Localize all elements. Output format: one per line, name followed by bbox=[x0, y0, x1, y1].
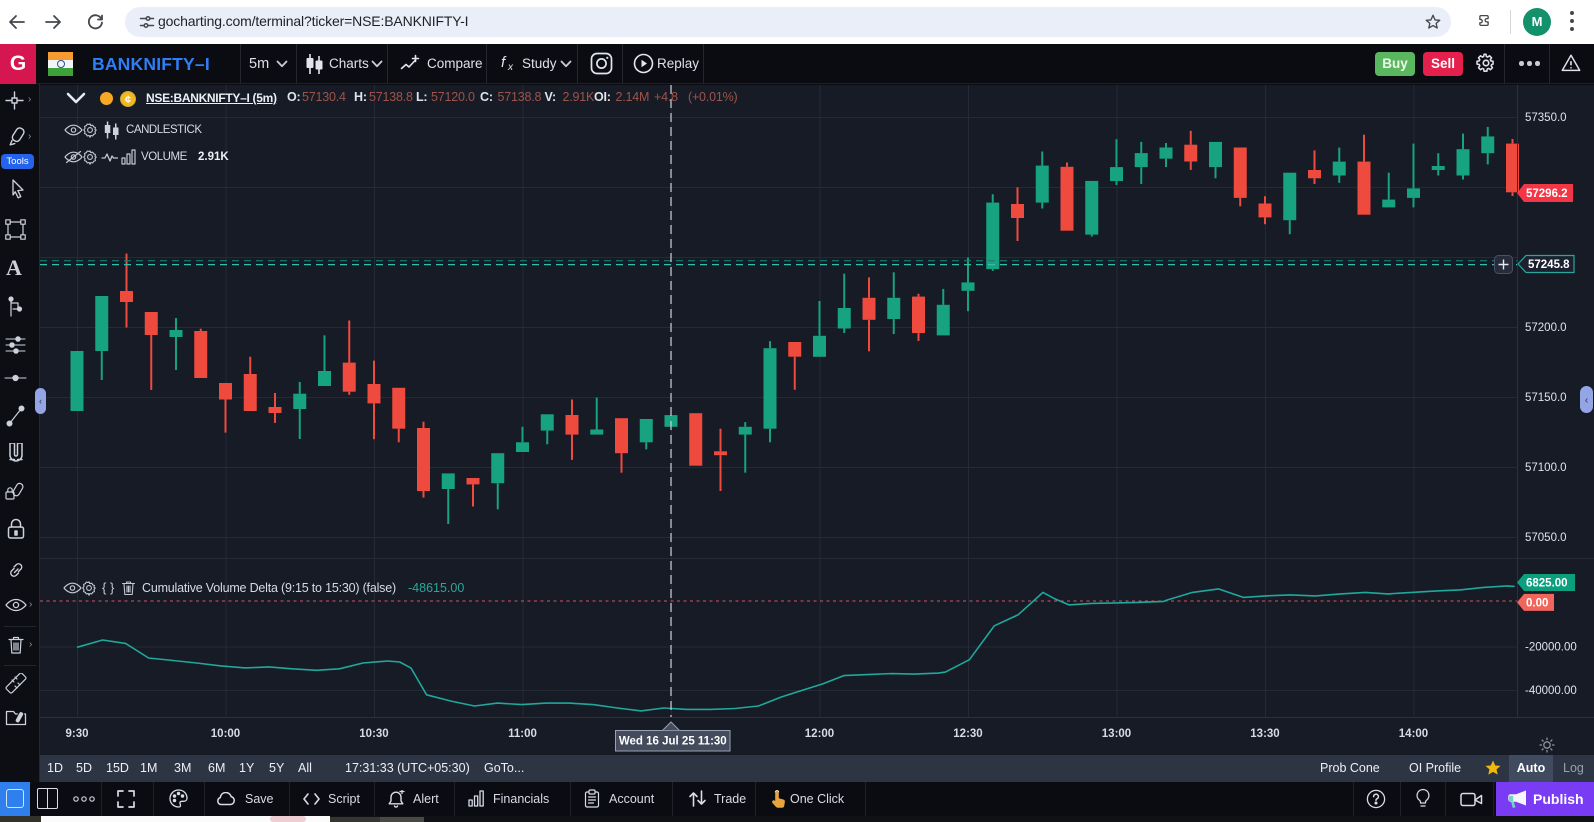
svg-text:57050.0: 57050.0 bbox=[1525, 532, 1567, 544]
svg-text:9:30: 9:30 bbox=[65, 728, 88, 740]
svg-text:57350.0: 57350.0 bbox=[1525, 112, 1567, 124]
svg-text:12:00: 12:00 bbox=[805, 728, 834, 740]
svg-text:f: f bbox=[501, 54, 507, 71]
svg-text:x: x bbox=[507, 62, 514, 72]
svg-text:13:30: 13:30 bbox=[1250, 728, 1279, 740]
svg-text:10:00: 10:00 bbox=[211, 728, 240, 740]
svg-text:-40000.00: -40000.00 bbox=[1525, 685, 1577, 697]
svg-text:12:30: 12:30 bbox=[953, 728, 982, 740]
svg-text:57100.0: 57100.0 bbox=[1525, 462, 1567, 474]
svg-text:6825.00: 6825.00 bbox=[1526, 578, 1568, 590]
svg-text:-20000.00: -20000.00 bbox=[1525, 642, 1577, 654]
svg-text:57200.0: 57200.0 bbox=[1525, 322, 1567, 334]
svg-text:13:00: 13:00 bbox=[1102, 728, 1131, 740]
svg-text:0.00: 0.00 bbox=[1526, 597, 1548, 609]
svg-text:57245.8: 57245.8 bbox=[1528, 259, 1570, 271]
svg-text:57150.0: 57150.0 bbox=[1525, 392, 1567, 404]
svg-text:10:30: 10:30 bbox=[359, 728, 388, 740]
svg-text:57296.2: 57296.2 bbox=[1526, 188, 1568, 200]
svg-text:14:00: 14:00 bbox=[1399, 728, 1428, 740]
svg-text:Wed 16 Jul 25 11:30: Wed 16 Jul 25 11:30 bbox=[619, 736, 727, 748]
svg-text:11:00: 11:00 bbox=[508, 728, 537, 740]
svg-text:‹: ‹ bbox=[1585, 395, 1588, 406]
